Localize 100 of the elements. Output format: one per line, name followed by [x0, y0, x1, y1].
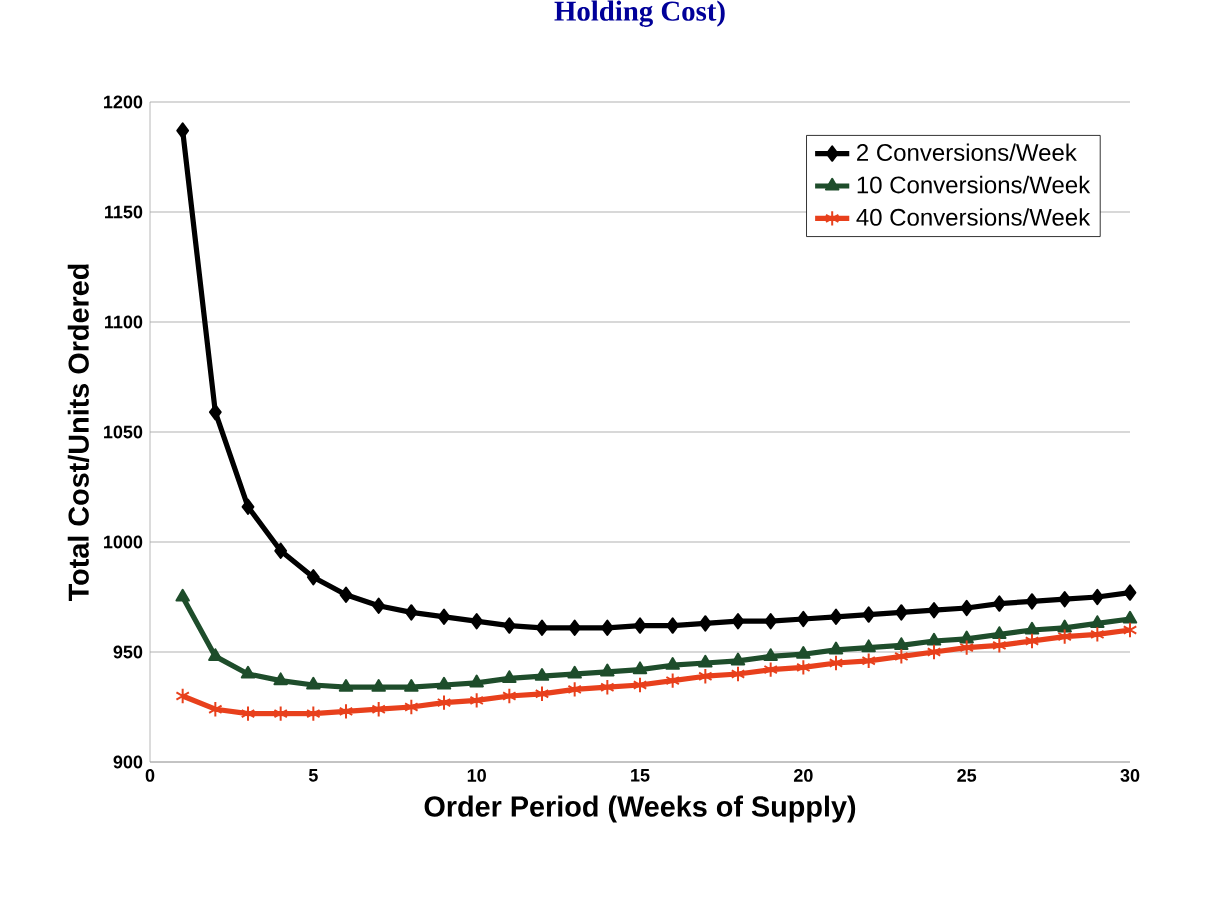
point: [273, 705, 288, 722]
point: [404, 698, 419, 716]
point: [763, 661, 778, 678]
legend-label: 40 Conversions/Week: [856, 208, 1091, 226]
point: [992, 595, 1006, 612]
point: [175, 588, 190, 602]
x-axis-title: Order Period (Weeks of Supply): [424, 795, 856, 823]
point: [600, 679, 615, 696]
point: [208, 701, 223, 718]
point: [306, 705, 321, 722]
point: [828, 654, 844, 672]
x-tick-label: 0: [145, 769, 155, 782]
point: [1122, 621, 1138, 639]
point: [698, 654, 713, 668]
point: [926, 643, 942, 661]
point: [404, 679, 419, 692]
point: [338, 703, 354, 720]
point: [502, 617, 516, 634]
point: [1090, 615, 1105, 628]
point: [927, 602, 941, 619]
point: [828, 641, 844, 655]
point: [796, 659, 811, 676]
point: [240, 665, 256, 679]
point: [273, 672, 288, 686]
point: [176, 122, 190, 139]
point: [600, 663, 615, 677]
point: [469, 674, 484, 688]
point: [960, 599, 974, 617]
point: [436, 694, 452, 711]
y-tick-label: 950: [113, 645, 143, 659]
x-tick-label: 15: [631, 769, 650, 782]
point: [665, 672, 680, 689]
y-tick-label: 1100: [105, 315, 143, 329]
point: [600, 619, 614, 637]
legend-label: 10 Conversions/Week: [857, 175, 1091, 194]
point: [698, 615, 712, 632]
point: [1090, 588, 1104, 606]
point: [665, 657, 680, 670]
point: [568, 619, 582, 637]
point: [730, 652, 746, 666]
point: [534, 668, 550, 681]
point: [502, 687, 517, 705]
y-tick-label: 900: [113, 755, 143, 769]
point: [894, 648, 909, 665]
point: [959, 630, 974, 644]
point: [372, 597, 386, 614]
point: [894, 604, 908, 621]
point: [861, 652, 876, 669]
point: [959, 639, 974, 656]
point: [731, 613, 745, 630]
point: [371, 701, 386, 718]
point: [208, 404, 222, 421]
point: [339, 586, 353, 603]
point: [992, 626, 1007, 639]
legend-label: 2 Conversions/Week: [857, 143, 1077, 162]
point: [666, 617, 680, 634]
point: [306, 569, 320, 586]
point: [698, 668, 713, 685]
point: [175, 687, 190, 705]
point: [632, 676, 648, 694]
y-tick-label: 1150: [105, 205, 143, 219]
point: [371, 679, 386, 692]
point: [567, 665, 582, 679]
x-tick-label: 10: [467, 769, 486, 782]
point: [1024, 621, 1040, 635]
point: [338, 679, 354, 692]
point: [796, 610, 810, 628]
point: [1024, 632, 1040, 650]
y-tick-label: 1000: [104, 535, 143, 549]
point: [926, 632, 942, 646]
point: [241, 498, 255, 515]
point: [632, 661, 648, 675]
point: [502, 670, 517, 683]
point: [567, 681, 582, 698]
x-tick-label: 5: [308, 769, 318, 782]
point: [829, 608, 843, 625]
point: [730, 665, 746, 683]
point: [1057, 619, 1072, 633]
point: [1122, 610, 1138, 624]
point: [437, 608, 451, 625]
point: [633, 617, 647, 634]
point: [1057, 628, 1072, 645]
y-tick-label: 1050: [104, 425, 143, 439]
y-tick-label: 1200: [104, 95, 143, 109]
point: [469, 692, 484, 709]
point: [764, 613, 778, 630]
point: [535, 619, 549, 637]
point: [470, 613, 484, 630]
x-tick-label: 20: [793, 769, 813, 782]
y-axis-title: Total Cost/Units Ordered: [67, 264, 90, 602]
point: [240, 705, 256, 722]
point: [894, 637, 909, 650]
point: [992, 637, 1007, 654]
point: [862, 606, 876, 623]
point: [534, 685, 550, 702]
chart-title: Holding Cost): [554, 0, 725, 27]
point: [1123, 584, 1137, 601]
point: [274, 542, 288, 559]
point: [306, 676, 321, 690]
point: [861, 639, 876, 653]
